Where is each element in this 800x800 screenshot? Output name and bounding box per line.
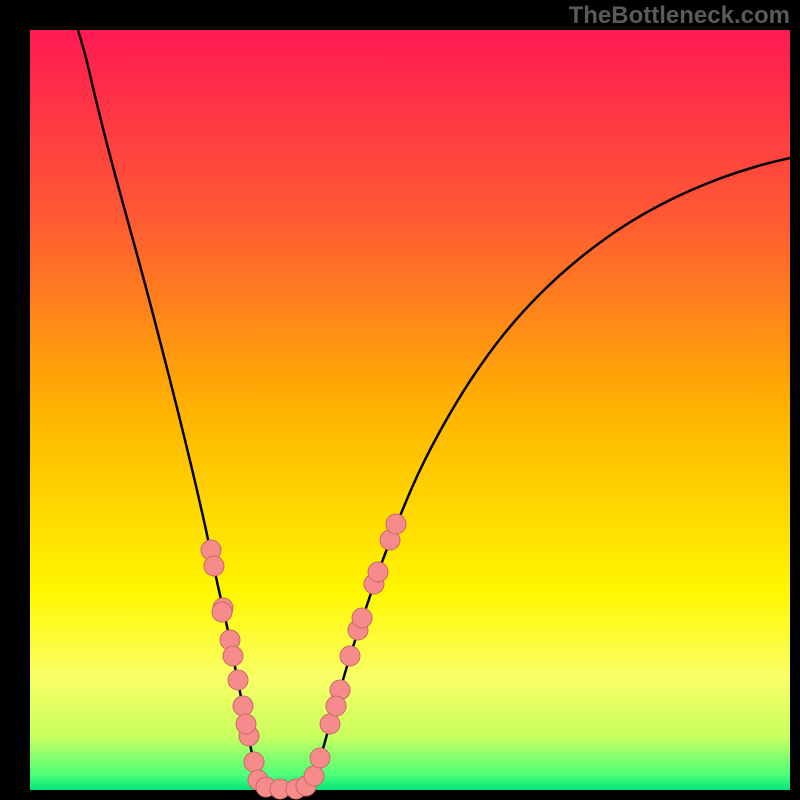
plot-gradient-background bbox=[30, 30, 790, 790]
watermark-text: TheBottleneck.com bbox=[569, 2, 790, 30]
chart-root: TheBottleneck.com bbox=[0, 0, 800, 800]
